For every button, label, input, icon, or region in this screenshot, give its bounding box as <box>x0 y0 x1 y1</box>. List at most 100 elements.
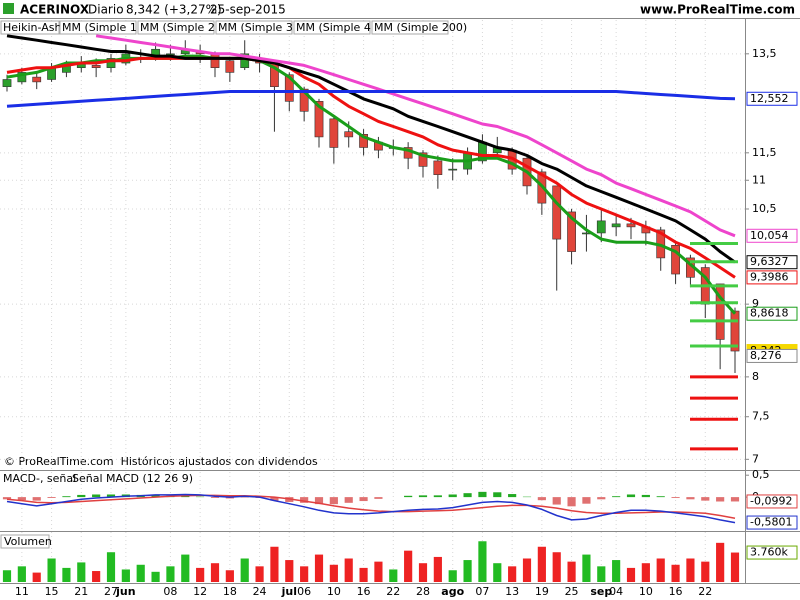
histogram-bar <box>493 492 502 498</box>
volume-bar <box>210 563 220 582</box>
source: www.ProRealTime.com <box>640 3 795 17</box>
ma-line <box>6 56 736 279</box>
candle-body <box>359 134 368 148</box>
volume-bar <box>181 554 190 582</box>
price-marker-label: 8,276 <box>750 349 782 362</box>
legend-box <box>215 20 293 35</box>
x-tick-label: 25 <box>565 585 579 598</box>
histogram-bar <box>730 497 740 502</box>
candle-body <box>32 76 42 83</box>
legend-entry: MM (Simple 40) <box>296 21 382 34</box>
ticker: ACERINOX <box>20 3 90 17</box>
volume-bar <box>225 570 234 582</box>
x-tick-label: jul <box>281 585 297 598</box>
x-tick-label: ago <box>441 585 464 598</box>
volume-bar <box>612 560 621 582</box>
volume-bar <box>344 558 353 582</box>
histogram-bar <box>106 494 116 498</box>
y-tick-label: 10,5 <box>752 202 777 215</box>
y-tick-label: 0,5 <box>752 468 770 481</box>
histogram-bar <box>77 494 86 498</box>
histogram-bar <box>686 497 695 500</box>
histogram-bar <box>612 496 621 498</box>
x-tick-label: 28 <box>416 585 430 598</box>
volume-bar <box>389 569 398 582</box>
volume-bar <box>77 562 86 582</box>
legend-box <box>0 534 50 549</box>
volume-bar <box>359 567 368 582</box>
candle-body <box>17 72 27 83</box>
histogram-bar <box>508 494 517 498</box>
candle-body <box>314 101 324 138</box>
x-tick-label: 12 <box>193 585 207 598</box>
x-tick-label: 08 <box>163 585 177 598</box>
y-tick-label: 13,5 <box>752 47 777 60</box>
panel-title: Volumen <box>4 535 52 548</box>
price-marker-box <box>746 515 798 530</box>
x-tick-label: 19 <box>535 585 549 598</box>
x-tick-label: 21 <box>74 585 88 598</box>
x-tick-label: 07 <box>475 585 489 598</box>
app-icon <box>3 3 14 14</box>
histogram-bar <box>701 497 710 501</box>
x-tick-label: 22 <box>698 585 712 598</box>
candle-body <box>344 131 354 138</box>
volume-bar <box>433 556 442 582</box>
x-tick-label: 24 <box>253 585 267 598</box>
histogram-bar <box>582 497 591 504</box>
candle-body <box>2 79 12 87</box>
volume-bar <box>478 541 487 582</box>
candle-body <box>329 118 339 148</box>
histogram-bar <box>359 497 368 502</box>
volume-bar <box>701 561 710 582</box>
volume-bar <box>493 563 502 582</box>
candle-body <box>596 220 606 234</box>
legend-box <box>371 20 449 35</box>
volume-bar <box>522 558 532 582</box>
legend-entry: MM (Simple 30) <box>218 21 304 34</box>
candle-body <box>567 211 576 252</box>
volume-bar <box>329 564 338 582</box>
volume-bar <box>626 567 636 582</box>
x-tick-label: 10 <box>639 585 653 598</box>
candle-body <box>448 168 458 171</box>
histogram-bar <box>92 494 101 498</box>
x-tick-label: 13 <box>505 585 519 598</box>
histogram-bar <box>329 497 338 505</box>
volume-bar <box>92 571 101 582</box>
histogram-bar <box>671 497 680 498</box>
volume-bar <box>567 561 576 582</box>
period: Diario <box>88 3 124 17</box>
legend-entry: MM (Simple 10) <box>62 21 148 34</box>
volume-bar <box>552 552 561 582</box>
legend-entry: MM (Simple 200) <box>374 21 467 34</box>
histogram-bar <box>17 497 26 501</box>
legend-box <box>137 20 215 35</box>
histogram-bar <box>478 491 487 498</box>
legend-box <box>59 20 137 35</box>
volume-bar <box>32 572 41 582</box>
histogram-bar <box>300 497 309 503</box>
price-marker-label: -0,0992 <box>750 494 792 507</box>
y-tick-label: 11,5 <box>752 146 777 159</box>
ma-line <box>6 34 736 264</box>
volume-bar <box>597 566 606 582</box>
price-marker-box <box>746 228 798 243</box>
price-marker-box <box>746 494 798 509</box>
histogram-bar <box>418 495 428 498</box>
histogram-bar <box>270 497 279 501</box>
volume-bar <box>47 558 56 582</box>
volume-bar <box>270 546 279 582</box>
candle-body <box>626 223 636 228</box>
histogram-bar <box>597 497 606 500</box>
candle-body <box>210 53 220 68</box>
date: 25-sep-2015 <box>210 3 286 17</box>
legend-entry: Señal <box>72 472 103 485</box>
price-marker-label: 8,8618 <box>750 307 789 320</box>
note: © ProRealTime.com Históricos ajustados c… <box>4 455 318 468</box>
ma-line <box>6 493 736 524</box>
candle-body <box>225 60 235 73</box>
volume-bar <box>314 554 324 582</box>
x-tick-label: 18 <box>223 585 237 598</box>
